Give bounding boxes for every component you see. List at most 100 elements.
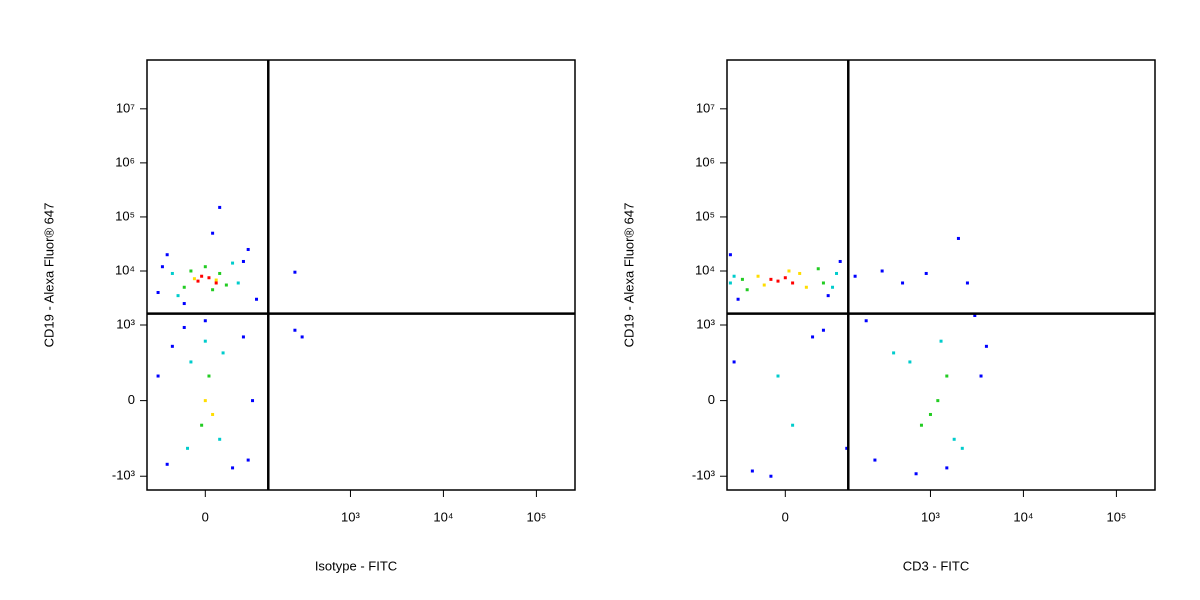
event-dot (203, 339, 207, 343)
event-dot (732, 274, 736, 278)
event-dot (845, 446, 849, 450)
event-dot (251, 399, 255, 403)
event-dot (901, 281, 905, 285)
event-dot (960, 446, 964, 450)
event-dot (218, 271, 222, 275)
event-dot (745, 288, 749, 292)
y-tick-label: 10⁴ (695, 262, 715, 277)
event-dot (165, 253, 169, 257)
event-dot (821, 328, 825, 332)
event-dot (728, 253, 732, 257)
event-dot (192, 277, 196, 281)
event-dot (246, 458, 250, 462)
event-dot (165, 462, 169, 466)
event-dot (255, 297, 259, 301)
event-dot (945, 374, 949, 378)
event-dot (156, 291, 160, 295)
event-dot (892, 351, 896, 355)
event-dot (952, 437, 956, 441)
event-dot (914, 472, 918, 476)
event-dot (835, 271, 839, 275)
event-dot (186, 446, 190, 450)
event-dot (945, 466, 949, 470)
event-dot (791, 423, 795, 427)
event-dot (787, 269, 791, 273)
event-dot (769, 277, 773, 281)
y-tick-label: 10⁴ (115, 262, 135, 277)
event-dot (231, 261, 235, 265)
event-dot (182, 302, 186, 306)
x-tick-label: 10⁴ (1013, 509, 1033, 524)
event-dot (196, 279, 200, 283)
event-dot (919, 423, 923, 427)
x-tick-label: 10⁵ (526, 509, 546, 524)
event-dot (170, 271, 174, 275)
event-dot (246, 247, 250, 251)
plot-frame (146, 59, 576, 491)
x-tick-label: 10⁵ (1106, 509, 1126, 524)
event-dot (826, 294, 830, 298)
event-dot (798, 271, 802, 275)
event-dot (214, 281, 218, 285)
x-tick-label: 10⁴ (433, 509, 453, 524)
event-dot (811, 335, 815, 339)
event-dot (762, 283, 766, 287)
event-dot (732, 360, 736, 364)
plot-frame (726, 59, 1156, 491)
y-tick-label: 10⁶ (695, 154, 715, 169)
event-dot (791, 281, 795, 285)
x-axis-label: Isotype - FITC (315, 558, 397, 573)
event-dot (182, 285, 186, 289)
event-dot (924, 271, 928, 275)
event-dot (956, 236, 960, 240)
event-dot (176, 294, 180, 298)
y-tick-label: -10³ (112, 468, 136, 483)
x-axis-label: CD3 - FITC (903, 558, 969, 573)
y-tick-label: 10³ (116, 316, 135, 331)
event-dot (189, 269, 193, 273)
event-dot (218, 437, 222, 441)
event-dot (973, 314, 977, 318)
event-dot (203, 399, 207, 403)
y-tick-label: 10⁵ (115, 208, 135, 223)
event-dot (928, 412, 932, 416)
event-dot (182, 325, 186, 329)
event-dot (838, 259, 842, 263)
x-tick-label: 0 (782, 509, 789, 524)
event-dot (231, 466, 235, 470)
y-tick-label: 0 (708, 392, 715, 407)
event-dot (873, 458, 877, 462)
event-dot (214, 278, 218, 282)
event-dot (939, 339, 943, 343)
event-dot (831, 285, 835, 289)
y-tick-label: -10³ (692, 468, 716, 483)
event-dot (769, 474, 773, 478)
y-tick-label: 10⁷ (696, 100, 715, 115)
event-dot (965, 281, 969, 285)
event-dot (736, 297, 740, 301)
event-dot (816, 267, 820, 271)
event-dot (750, 469, 754, 473)
event-dot (804, 285, 808, 289)
event-dot (728, 281, 732, 285)
event-dot (984, 344, 988, 348)
event-dot (189, 360, 193, 364)
y-axis-label: CD19 - Alexa Fluor® 647 (41, 203, 56, 348)
y-tick-label: 10⁶ (115, 154, 135, 169)
event-dot (160, 265, 164, 269)
y-tick-label: 10⁵ (695, 208, 715, 223)
event-dot (211, 231, 215, 235)
event-dot (979, 374, 983, 378)
event-dot (853, 274, 857, 278)
event-dot (200, 423, 204, 427)
event-dot (300, 335, 304, 339)
event-dot (776, 279, 780, 283)
event-dot (880, 269, 884, 273)
event-dot (236, 281, 240, 285)
event-dot (200, 274, 204, 278)
event-dot (207, 374, 211, 378)
event-dot (203, 319, 207, 323)
y-tick-label: 10³ (696, 316, 715, 331)
